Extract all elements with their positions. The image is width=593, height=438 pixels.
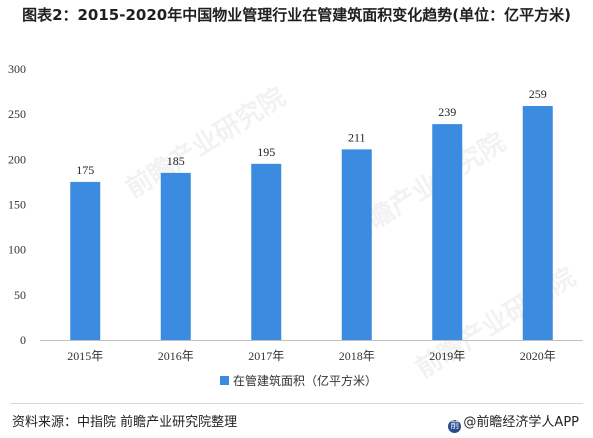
y-axis: 0 50 100 150 200 250 300 [8, 62, 26, 347]
bar [251, 163, 282, 340]
y-tick-label: 250 [8, 107, 26, 121]
source-note: 资料来源：中指院 前瞻产业研究院整理 [12, 415, 238, 430]
y-tick-label: 200 [8, 152, 26, 166]
bar-value-label: 211 [348, 130, 366, 144]
x-tick-label: 2018年 [339, 349, 375, 363]
bar [341, 149, 372, 340]
bar-value-label: 259 [529, 87, 547, 101]
brand-credit: 前 @前瞻经济学人APP [448, 411, 579, 433]
y-tick-label: 100 [8, 243, 26, 257]
y-tick-label: 150 [8, 198, 26, 212]
x-tick-label: 2016年 [158, 349, 194, 363]
y-tick-label: 50 [14, 288, 26, 302]
x-tick-label: 2015年 [67, 349, 103, 363]
bar-value-label: 185 [167, 154, 185, 168]
bar [160, 172, 191, 340]
brand-logo-icon: 前 [448, 420, 462, 433]
x-tick-label: 2017年 [248, 349, 284, 363]
x-tick-label: 2020年 [520, 349, 556, 363]
x-axis: 2015年 2016年 2017年 2018年 2019年 2020年 [40, 340, 583, 363]
legend-label: 在管建筑面积（亿平方米） [233, 373, 377, 388]
chart-title: 图表2：2015-2020年中国物业管理行业在管建筑面积变化趋势(单位：亿平方米… [22, 6, 571, 24]
footer-divider [10, 403, 583, 404]
legend-swatch [220, 376, 229, 385]
bar [432, 124, 463, 340]
bar-value-label: 175 [76, 163, 94, 177]
y-tick-label: 0 [20, 333, 26, 347]
legend: 在管建筑面积（亿平方米） [220, 373, 377, 388]
y-tick-label: 300 [8, 62, 26, 76]
bar-value-label: 195 [257, 145, 275, 159]
bar [522, 106, 553, 340]
bars-group: 175 185 195 211 239 259 [70, 87, 553, 340]
bar [70, 181, 101, 340]
bar-value-label: 239 [438, 105, 456, 119]
x-tick-label: 2019年 [429, 349, 465, 363]
brand-label: @前瞻经济学人APP [463, 415, 579, 430]
